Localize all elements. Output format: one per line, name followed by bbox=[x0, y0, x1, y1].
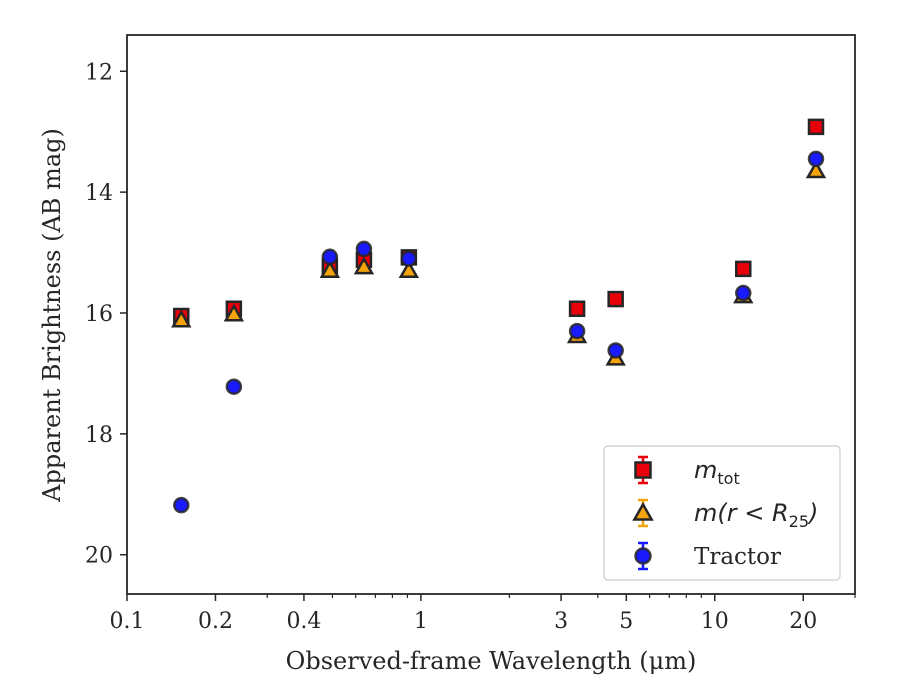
y-tick-label: 18 bbox=[85, 423, 113, 448]
legend-label-main: m(r < R bbox=[694, 499, 789, 527]
legend-label-tractor: Tractor bbox=[694, 544, 781, 570]
legend: mtot m(r < R25) Tractor bbox=[603, 445, 841, 581]
x-axis-title: Observed-frame Wavelength (μm) bbox=[286, 647, 697, 675]
x-tick-label: 5 bbox=[619, 609, 633, 634]
series-m_r25 bbox=[171, 160, 827, 366]
x-tick-label: 3 bbox=[554, 609, 568, 634]
legend-entry-m_tot: mtot bbox=[634, 455, 740, 488]
legend-entry-m_r25: m(r < R25) bbox=[632, 498, 818, 531]
legend-label-main: m bbox=[694, 456, 717, 484]
plot-marks bbox=[171, 118, 827, 514]
legend-entry-tractor: Tractor bbox=[634, 541, 781, 571]
legend-box bbox=[603, 445, 841, 581]
x-tick-label: 0.4 bbox=[286, 609, 321, 634]
x-tick-label: 20 bbox=[789, 609, 817, 634]
plot-frame bbox=[126, 34, 856, 595]
legend-marker-m_r25 bbox=[632, 501, 654, 521]
legend-label-sub: 25 bbox=[789, 512, 809, 531]
y-tick-label: 12 bbox=[85, 60, 113, 85]
y-axis-title: Apparent Brightness (AB mag) bbox=[38, 128, 66, 503]
x-tick-label: 0.2 bbox=[198, 609, 233, 634]
x-tick-label: 10 bbox=[701, 609, 729, 634]
x-tick-label: 1 bbox=[414, 609, 428, 634]
legend-label-main: Tractor bbox=[694, 544, 781, 570]
axes: 0.1 0.2 0.4 1 3 5 10 20 12 14 16 18 20 bbox=[85, 34, 856, 634]
x-tick-label: 0.1 bbox=[110, 609, 145, 634]
y-tick-label: 20 bbox=[85, 544, 113, 569]
legend-label-m_r25: m(r < R25) bbox=[694, 499, 818, 531]
legend-label-m_tot: mtot bbox=[694, 456, 740, 488]
legend-label-tail: ) bbox=[807, 499, 818, 527]
legend-marker-tractor bbox=[634, 547, 652, 565]
y-tick-label: 16 bbox=[85, 302, 113, 327]
series-tractor bbox=[173, 150, 825, 514]
legend-marker-m_tot bbox=[634, 461, 652, 479]
y-tick-label: 14 bbox=[85, 181, 113, 206]
legend-label-sub: tot bbox=[717, 469, 739, 488]
